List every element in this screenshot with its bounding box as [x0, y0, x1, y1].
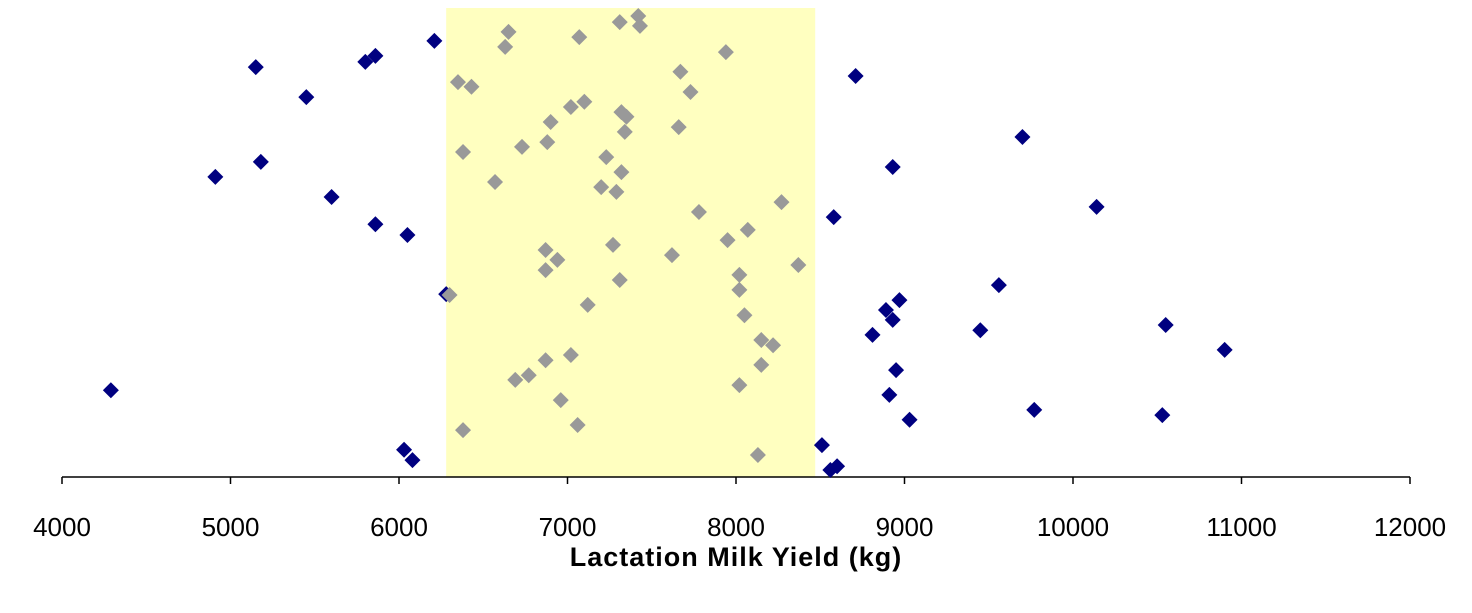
- point: [323, 189, 340, 206]
- point: [207, 168, 224, 185]
- point: [497, 38, 514, 55]
- point: [252, 153, 269, 170]
- point: [682, 83, 699, 100]
- point: [901, 411, 918, 428]
- point: [891, 292, 908, 309]
- point: [463, 78, 480, 95]
- point: [753, 356, 770, 373]
- point: [690, 204, 707, 221]
- point: [604, 236, 621, 253]
- point: [537, 352, 554, 369]
- point: [455, 143, 472, 160]
- point: [790, 257, 807, 274]
- point: [608, 183, 625, 200]
- point: [537, 262, 554, 279]
- point: [884, 158, 901, 175]
- point: [562, 347, 579, 364]
- point: [102, 382, 119, 399]
- point: [884, 311, 901, 328]
- point: [571, 29, 588, 46]
- point: [399, 226, 416, 243]
- point: [670, 119, 687, 136]
- x-tick-label: 5000: [202, 512, 260, 542]
- point: [825, 209, 842, 226]
- point: [404, 452, 421, 469]
- point: [773, 194, 790, 211]
- point: [630, 7, 647, 24]
- point: [537, 242, 554, 259]
- point: [749, 446, 766, 463]
- point: [1088, 198, 1105, 215]
- point: [663, 247, 680, 264]
- point: [1026, 401, 1043, 418]
- point: [881, 386, 898, 403]
- point: [500, 23, 517, 40]
- x-tick-label: 6000: [370, 512, 428, 542]
- point: [539, 134, 556, 151]
- point: [611, 14, 628, 31]
- point: [426, 32, 443, 49]
- highlight-band: [446, 8, 816, 477]
- point: [367, 47, 384, 64]
- point: [441, 287, 458, 304]
- point: [847, 68, 864, 85]
- point: [990, 277, 1007, 294]
- point: [813, 437, 830, 454]
- point: [672, 63, 689, 80]
- point: [631, 17, 648, 34]
- point: [449, 74, 466, 91]
- x-tick-label: 10000: [1037, 512, 1109, 542]
- point: [552, 392, 569, 409]
- x-tick-label: 7000: [539, 512, 597, 542]
- point: [576, 93, 593, 110]
- point: [507, 371, 524, 388]
- point: [1014, 128, 1031, 145]
- point: [611, 272, 628, 289]
- point: [731, 266, 748, 283]
- point: [542, 113, 559, 130]
- point: [739, 221, 756, 238]
- x-axis-label: Lactation Milk Yield (kg): [570, 542, 903, 572]
- point: [1157, 317, 1174, 334]
- point: [731, 377, 748, 394]
- point: [357, 53, 374, 70]
- x-tick-label: 9000: [876, 512, 934, 542]
- point: [579, 296, 596, 313]
- point: [719, 232, 736, 249]
- point: [598, 149, 615, 166]
- point: [888, 362, 905, 379]
- x-tick-label: 11000: [1206, 512, 1276, 542]
- point: [877, 302, 894, 319]
- point: [593, 179, 610, 196]
- point: [549, 251, 566, 268]
- x-tick-label: 12000: [1374, 512, 1446, 542]
- point: [455, 422, 472, 439]
- point: [736, 307, 753, 324]
- point: [247, 59, 264, 76]
- point: [829, 458, 846, 475]
- point: [717, 44, 734, 61]
- x-tick-label: 4000: [33, 512, 91, 542]
- point: [616, 123, 633, 140]
- point: [562, 98, 579, 115]
- point: [487, 173, 504, 190]
- point: [765, 337, 782, 354]
- point: [569, 416, 586, 433]
- x-tick-label: 8000: [707, 512, 765, 542]
- point: [618, 108, 635, 125]
- point: [1154, 407, 1171, 424]
- point: [613, 164, 630, 181]
- point: [514, 138, 531, 155]
- point: [520, 367, 537, 384]
- point: [367, 216, 384, 233]
- point: [731, 281, 748, 298]
- point: [864, 326, 881, 343]
- point: [396, 441, 413, 458]
- point: [753, 332, 770, 349]
- point: [972, 322, 989, 339]
- point: [1216, 341, 1233, 358]
- point: [298, 89, 315, 106]
